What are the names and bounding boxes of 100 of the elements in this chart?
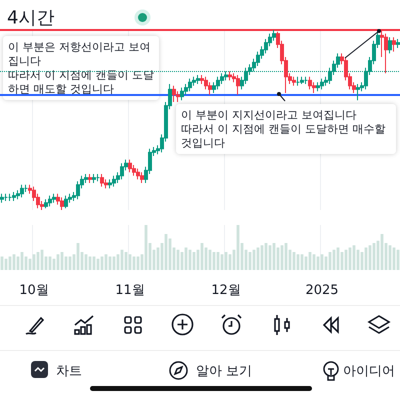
bar (88, 256, 92, 270)
bar (280, 245, 284, 270)
bar (352, 245, 356, 270)
bar (116, 254, 120, 270)
candlestick (48, 195, 52, 207)
bar (128, 254, 132, 270)
bar (216, 252, 220, 270)
bar (188, 250, 192, 270)
bar (348, 248, 352, 270)
bar (296, 254, 300, 270)
bar (84, 254, 88, 270)
bar (344, 250, 348, 270)
bar (212, 252, 216, 270)
bar (392, 248, 396, 270)
bar (108, 256, 112, 270)
candlestick (112, 175, 116, 188)
bar (320, 254, 324, 270)
candlestick (188, 78, 192, 92)
candlestick (44, 198, 48, 209)
candlestick (300, 76, 304, 84)
candlestick (52, 193, 56, 204)
candlestick (396, 38, 400, 48)
candlestick (20, 184, 24, 198)
bar (92, 256, 96, 270)
bar (176, 250, 180, 270)
chart-title: 4시간 (7, 8, 54, 28)
bar (396, 250, 400, 270)
candlestick (196, 74, 200, 84)
candlestick (100, 174, 104, 188)
bar (76, 243, 80, 270)
bar (112, 256, 116, 270)
candlestick (88, 174, 92, 184)
candlestick (92, 174, 96, 184)
bar (268, 245, 272, 270)
bar (164, 234, 168, 270)
bar (236, 225, 240, 270)
bar (48, 256, 52, 270)
bar (252, 250, 256, 270)
bar (224, 252, 228, 270)
bar (4, 258, 8, 270)
bar (68, 256, 72, 270)
candlestick (12, 192, 16, 202)
bar (356, 250, 360, 270)
bar (260, 245, 264, 270)
bar (52, 258, 56, 270)
bar (388, 245, 392, 270)
bar (124, 252, 128, 270)
bar (208, 250, 212, 270)
bar (0, 256, 4, 270)
candlestick (228, 70, 232, 81)
candlestick (96, 174, 100, 182)
text: 아이디어 (343, 363, 395, 380)
bar (120, 250, 124, 270)
bar (56, 254, 60, 270)
bar (316, 256, 320, 270)
bar (104, 254, 108, 270)
candlestick (128, 159, 132, 173)
bar (36, 252, 40, 270)
candlestick (296, 76, 300, 86)
bar (372, 243, 376, 270)
bar (60, 252, 64, 270)
candlestick (64, 195, 68, 209)
bar (364, 248, 368, 270)
bar (328, 252, 332, 270)
candlestick (172, 85, 176, 102)
bar (132, 256, 136, 270)
candlestick (308, 76, 312, 90)
bar (8, 256, 12, 270)
bar (308, 252, 312, 270)
candlestick (384, 33, 388, 74)
bar (312, 254, 316, 270)
bar (248, 252, 252, 270)
bar (220, 254, 224, 270)
candlestick (216, 76, 220, 90)
candlestick (292, 76, 296, 86)
candlestick (392, 36, 396, 52)
x-tick-label: 2025 (305, 283, 339, 298)
bar (380, 234, 384, 270)
bar (336, 248, 340, 270)
candlestick (236, 74, 240, 96)
candlestick (140, 172, 144, 184)
candlestick (180, 87, 184, 101)
bar (28, 258, 32, 270)
text: 차트 (56, 363, 82, 380)
candlestick (304, 76, 308, 84)
candlestick (388, 36, 392, 54)
candlestick (4, 193, 8, 202)
bar (292, 252, 296, 270)
candlestick (356, 84, 360, 101)
bar (20, 252, 24, 270)
x-tick-label: 10월 (19, 283, 49, 298)
bar (184, 248, 188, 270)
bar (256, 248, 260, 270)
bar (264, 243, 268, 270)
bar (144, 225, 148, 270)
bar (272, 243, 276, 270)
bar (136, 256, 140, 270)
bar (228, 254, 232, 270)
x-tick-label: 12월 (211, 283, 241, 298)
x-tick-label: 11월 (115, 283, 145, 298)
